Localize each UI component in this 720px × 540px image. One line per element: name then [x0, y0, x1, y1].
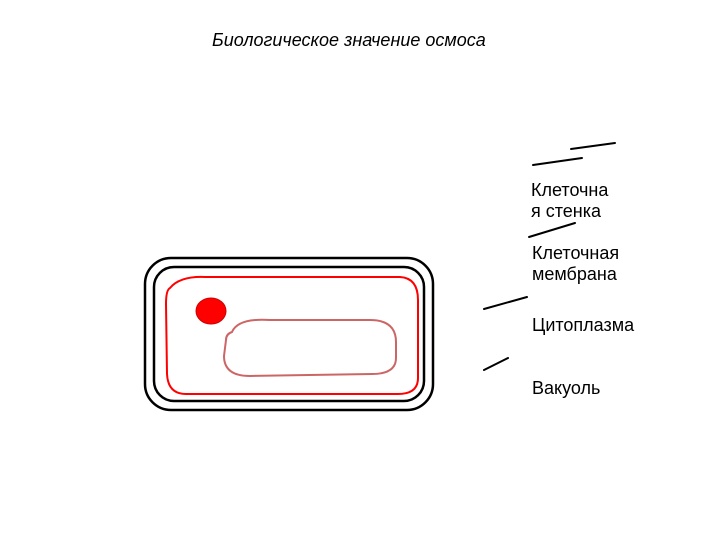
label-text: Цитоплазма [532, 315, 634, 335]
label-membrane: Клеточная мембрана [532, 243, 619, 284]
pointer-line [529, 223, 575, 237]
label-cell-wall: Клеточна я стенка [531, 180, 608, 221]
pointer-line [533, 158, 582, 165]
cell-wall-outer [145, 258, 433, 410]
label-text: Клеточная [532, 243, 619, 263]
pointer-line [484, 297, 527, 309]
nucleus-shape [196, 298, 226, 324]
label-text: Вакуоль [532, 378, 600, 398]
diagram-canvas: Биологическое значение осмоса Клеточна я… [0, 0, 720, 540]
label-text: Клеточна [531, 180, 608, 200]
cell-wall-inner [154, 267, 424, 401]
label-text: мембрана [532, 264, 617, 284]
cell-membrane [166, 277, 418, 394]
label-cytoplasm: Цитоплазма [532, 315, 634, 336]
vacuole-shape [224, 320, 396, 376]
pointer-line [484, 358, 508, 370]
label-text: я стенка [531, 201, 601, 221]
label-vacuole: Вакуоль [532, 378, 600, 399]
pointer-line [571, 143, 615, 149]
